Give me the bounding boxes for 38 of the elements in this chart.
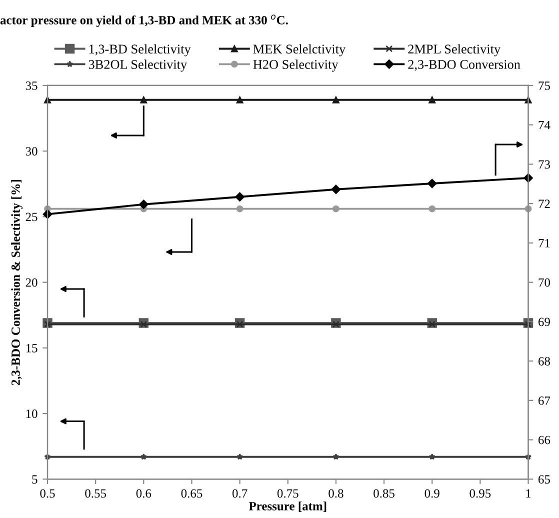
x-axis-title: Pressure [atm] bbox=[248, 502, 326, 512]
x-tick-label: 0.7 bbox=[232, 489, 248, 498]
y-tick-label: 10 bbox=[26, 410, 38, 418]
y2-tick-label: 65 bbox=[538, 475, 550, 484]
y-axis-title: 2,3-BDO Conversion & Selectivity [%] bbox=[11, 180, 23, 386]
legend-label: 2MPL Selectivity bbox=[408, 44, 501, 56]
y2-tick-label: 67 bbox=[538, 396, 550, 405]
y2-tick-label: 66 bbox=[538, 436, 550, 444]
x-tick-label: 0.6 bbox=[136, 489, 152, 498]
legend-label: 1,3-BD Selelctivity bbox=[89, 44, 191, 56]
y-tick-label: 15 bbox=[26, 344, 38, 352]
x-tick-label: 1 bbox=[526, 489, 531, 498]
chart-title: actor pressure on yield of 1,3-BD and MEK at 330 $^{o}$C. bbox=[0, 14, 288, 27]
y2-tick-label: 68 bbox=[538, 357, 550, 366]
legend-label: 3B2OL Selectivity bbox=[88, 60, 188, 72]
y-tick-label: 5 bbox=[32, 475, 38, 484]
legend-label: MEK Selelctivity bbox=[253, 44, 346, 56]
y-tick-label: 35 bbox=[26, 82, 38, 90]
legend-label: 2,3-BDO Conversion bbox=[408, 60, 520, 71]
x-tick-label: 0.5 bbox=[40, 489, 55, 498]
legend-label: H2O Selectivity bbox=[253, 60, 338, 72]
x-tick-label: 0.65 bbox=[181, 489, 202, 498]
y-tick-label: 30 bbox=[26, 147, 38, 156]
y-tick-label: 20 bbox=[26, 278, 38, 287]
x-tick-label: 0.55 bbox=[85, 489, 106, 498]
x-tick-label: 0.8 bbox=[328, 489, 344, 498]
x-tick-label: 0.75 bbox=[277, 489, 298, 498]
x-tick-label: 0.85 bbox=[374, 489, 394, 498]
y2-tick-label: 72 bbox=[538, 200, 550, 208]
y2-tick-label: 75 bbox=[538, 82, 550, 90]
y2-tick-label: 69 bbox=[538, 318, 550, 326]
x-tick-label: 0.95 bbox=[470, 489, 491, 498]
y2-tick-label: 71 bbox=[538, 239, 550, 248]
y2-tick-label: 70 bbox=[538, 278, 550, 287]
y2-tick-label: 74 bbox=[538, 120, 550, 130]
x-tick-label: 0.9 bbox=[424, 489, 440, 498]
y2-tick-label: 73 bbox=[538, 160, 550, 169]
y-tick-label: 25 bbox=[26, 212, 38, 222]
